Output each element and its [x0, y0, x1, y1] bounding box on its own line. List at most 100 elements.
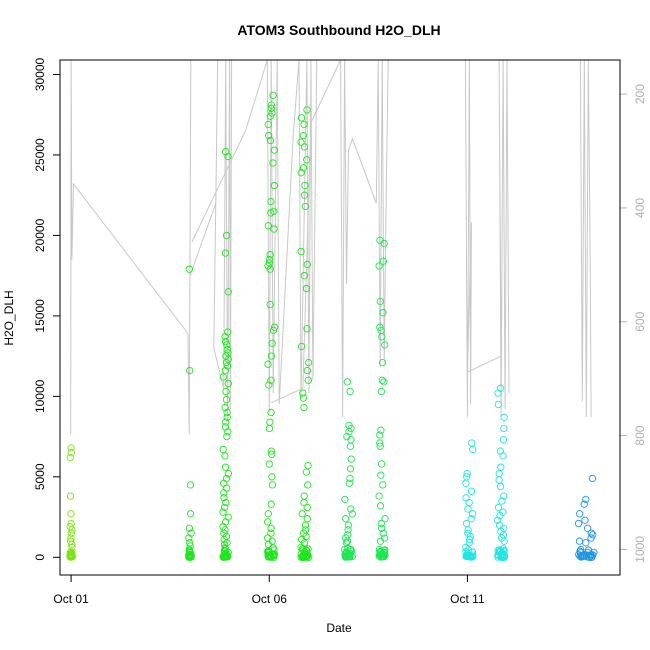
data-point [297, 342, 306, 351]
data-point [376, 537, 385, 545]
data-point [304, 376, 312, 384]
data-point [222, 148, 230, 156]
data-point [264, 360, 272, 368]
data-point [574, 519, 583, 528]
data-point [500, 537, 508, 545]
data-point [304, 358, 313, 367]
data-point [467, 552, 475, 561]
data-point [376, 439, 384, 447]
data-point [377, 471, 385, 479]
data-point [344, 526, 352, 534]
data-point [380, 378, 388, 386]
data-point [304, 481, 312, 489]
y2-tick-label: 200 [633, 84, 647, 104]
data-point [67, 449, 75, 457]
data-point [343, 537, 352, 545]
x-tick-label: Oct 11 [450, 592, 485, 606]
data-point [220, 494, 228, 502]
data-point [375, 492, 383, 500]
data-points [66, 91, 598, 561]
data-point [267, 447, 276, 455]
y-tick-label: 15000 [33, 299, 47, 333]
data-point [376, 323, 384, 331]
data-point [299, 164, 308, 172]
data-point [185, 265, 193, 273]
data-point [223, 432, 231, 441]
data-point [222, 498, 230, 507]
data-point [299, 131, 307, 140]
data-point [220, 503, 229, 512]
data-point [379, 481, 387, 489]
pressure-trace-3 [270, 59, 389, 418]
data-point [378, 333, 386, 341]
data-point [376, 297, 384, 306]
data-point [342, 539, 351, 547]
data-point [303, 106, 311, 114]
data-point [298, 545, 307, 553]
data-point [66, 492, 75, 500]
data-point [264, 518, 272, 526]
data-point [297, 114, 306, 122]
data-point [222, 231, 231, 240]
data-point [464, 526, 472, 534]
data-point [185, 534, 193, 542]
y2-tick-label: 600 [633, 311, 647, 331]
data-point [266, 136, 275, 145]
y-tick-label: 25000 [33, 138, 47, 172]
data-point [347, 545, 355, 554]
data-point [222, 418, 230, 426]
data-point [346, 550, 354, 559]
data-point [462, 479, 470, 487]
data-point [219, 508, 227, 516]
data-point [462, 543, 470, 552]
data-point [375, 262, 383, 270]
data-point [342, 552, 350, 561]
data-point [304, 545, 312, 553]
data-point [467, 515, 475, 523]
data-point [303, 515, 311, 523]
data-point [377, 524, 386, 532]
data-point [379, 257, 387, 265]
data-point [303, 366, 311, 375]
data-point [265, 460, 273, 468]
data-point [221, 337, 230, 346]
data-point [66, 453, 74, 462]
data-point [221, 333, 229, 341]
data-point [341, 515, 350, 523]
data-point [221, 249, 230, 257]
data-point [264, 222, 272, 230]
data-point [298, 510, 306, 518]
data-point [494, 516, 502, 524]
data-point [220, 489, 228, 497]
chart-title: ATOM3 Southbound H2O_DLH [237, 22, 440, 38]
data-point [67, 444, 75, 452]
data-point [267, 500, 275, 508]
data-point [303, 552, 312, 560]
data-point [267, 209, 275, 217]
data-point [464, 552, 472, 561]
data-point [499, 436, 508, 444]
data-point [221, 403, 229, 412]
x-tick-label: Oct 01 [53, 592, 89, 606]
data-point [496, 511, 504, 520]
data-point [575, 550, 583, 559]
data-point [268, 481, 277, 489]
data-point [302, 284, 311, 293]
data-point [379, 529, 387, 537]
data-point [221, 547, 229, 555]
data-point [376, 442, 384, 450]
data-point [500, 424, 508, 433]
data-point [346, 465, 355, 473]
y-tick-label: 10000 [33, 379, 47, 413]
data-point [264, 510, 272, 518]
y-tick-label: 0 [33, 554, 47, 561]
data-point [187, 529, 195, 537]
data-point [265, 131, 273, 140]
data-point [303, 156, 311, 164]
data-point [186, 548, 194, 556]
data-point [494, 400, 502, 409]
data-point [464, 505, 472, 513]
data-point [345, 428, 353, 436]
data-point [500, 413, 508, 421]
data-point [377, 426, 385, 434]
